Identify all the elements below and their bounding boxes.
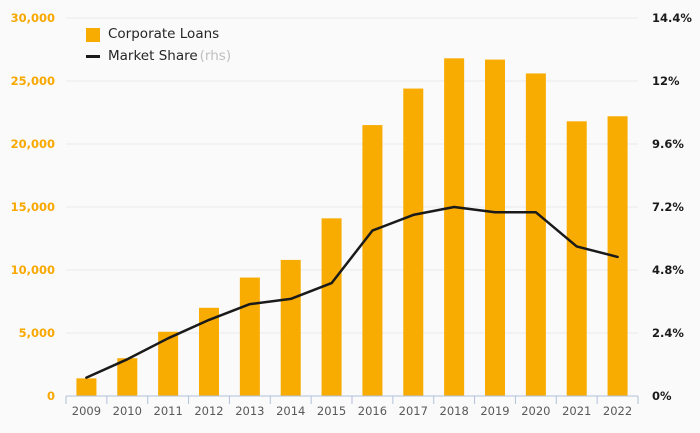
- right-axis-tick-label: 7.2%: [652, 200, 684, 214]
- bar-2017: [403, 88, 424, 396]
- bar-2012: [199, 307, 219, 396]
- left-axis-tick-label: 25,000: [11, 74, 55, 88]
- x-axis-label-2012: 2012: [194, 404, 223, 418]
- bar-2016: [362, 125, 383, 396]
- left-axis-tick-label: 15,000: [11, 200, 55, 214]
- left-axis-tick-label: 30,000: [11, 11, 55, 25]
- x-axis-label-2015: 2015: [317, 404, 346, 418]
- x-axis-label-2019: 2019: [480, 404, 509, 418]
- legend-label-rhs: (rhs): [199, 48, 232, 64]
- x-axis-label-2010: 2010: [113, 404, 142, 418]
- x-axis-label-2013: 2013: [235, 404, 264, 418]
- right-axis-tick-label: 14.4%: [652, 11, 692, 25]
- x-axis-label-2022: 2022: [603, 404, 632, 418]
- x-axis-label-2017: 2017: [399, 404, 428, 418]
- bar-2020: [525, 73, 546, 396]
- x-axis-label-2014: 2014: [276, 404, 305, 418]
- left-axis-tick-label: 5,000: [19, 326, 55, 340]
- chart-legend: Corporate Loans Market Share (rhs): [86, 27, 231, 64]
- right-axis-tick-label: 2.4%: [652, 326, 684, 340]
- right-axis-tick-label: 12%: [652, 74, 680, 88]
- market-share-line: [85, 205, 619, 379]
- left-axis-tick-label: 0: [47, 389, 55, 403]
- bar-2021: [566, 121, 587, 396]
- legend-item-market-share: Market Share (rhs): [86, 49, 231, 64]
- market-share-line-icon: [86, 55, 100, 58]
- left-axis-tick-label: 10,000: [11, 263, 55, 277]
- bar-2015: [321, 218, 342, 396]
- bar-2010: [117, 358, 138, 396]
- x-axis-label-2009: 2009: [72, 404, 101, 418]
- legend-item-corporate-loans: Corporate Loans: [86, 27, 231, 42]
- bar-2011: [158, 331, 179, 396]
- legend-label-corporate-loans: Corporate Loans: [108, 26, 220, 42]
- legend-label-market-share: Market Share (rhs): [108, 48, 232, 64]
- bar-2009: [76, 378, 97, 396]
- bar-2019: [485, 59, 505, 397]
- x-axis-label-2021: 2021: [562, 404, 591, 418]
- right-axis-tick-label: 0%: [652, 389, 672, 403]
- right-axis-tick-label: 9.6%: [652, 137, 684, 151]
- corporate-loans-swatch-icon: [86, 27, 100, 42]
- x-axis-label-2018: 2018: [440, 404, 469, 418]
- bar-2018: [444, 58, 465, 396]
- right-axis-tick-label: 4.8%: [652, 263, 684, 277]
- x-axis-label-2016: 2016: [358, 404, 387, 418]
- left-axis-tick-label: 20,000: [11, 137, 55, 151]
- x-axis-label-2020: 2020: [521, 404, 550, 418]
- x-axis-label-2011: 2011: [154, 404, 183, 418]
- bar-2014: [280, 259, 301, 396]
- bar-2013: [239, 277, 260, 396]
